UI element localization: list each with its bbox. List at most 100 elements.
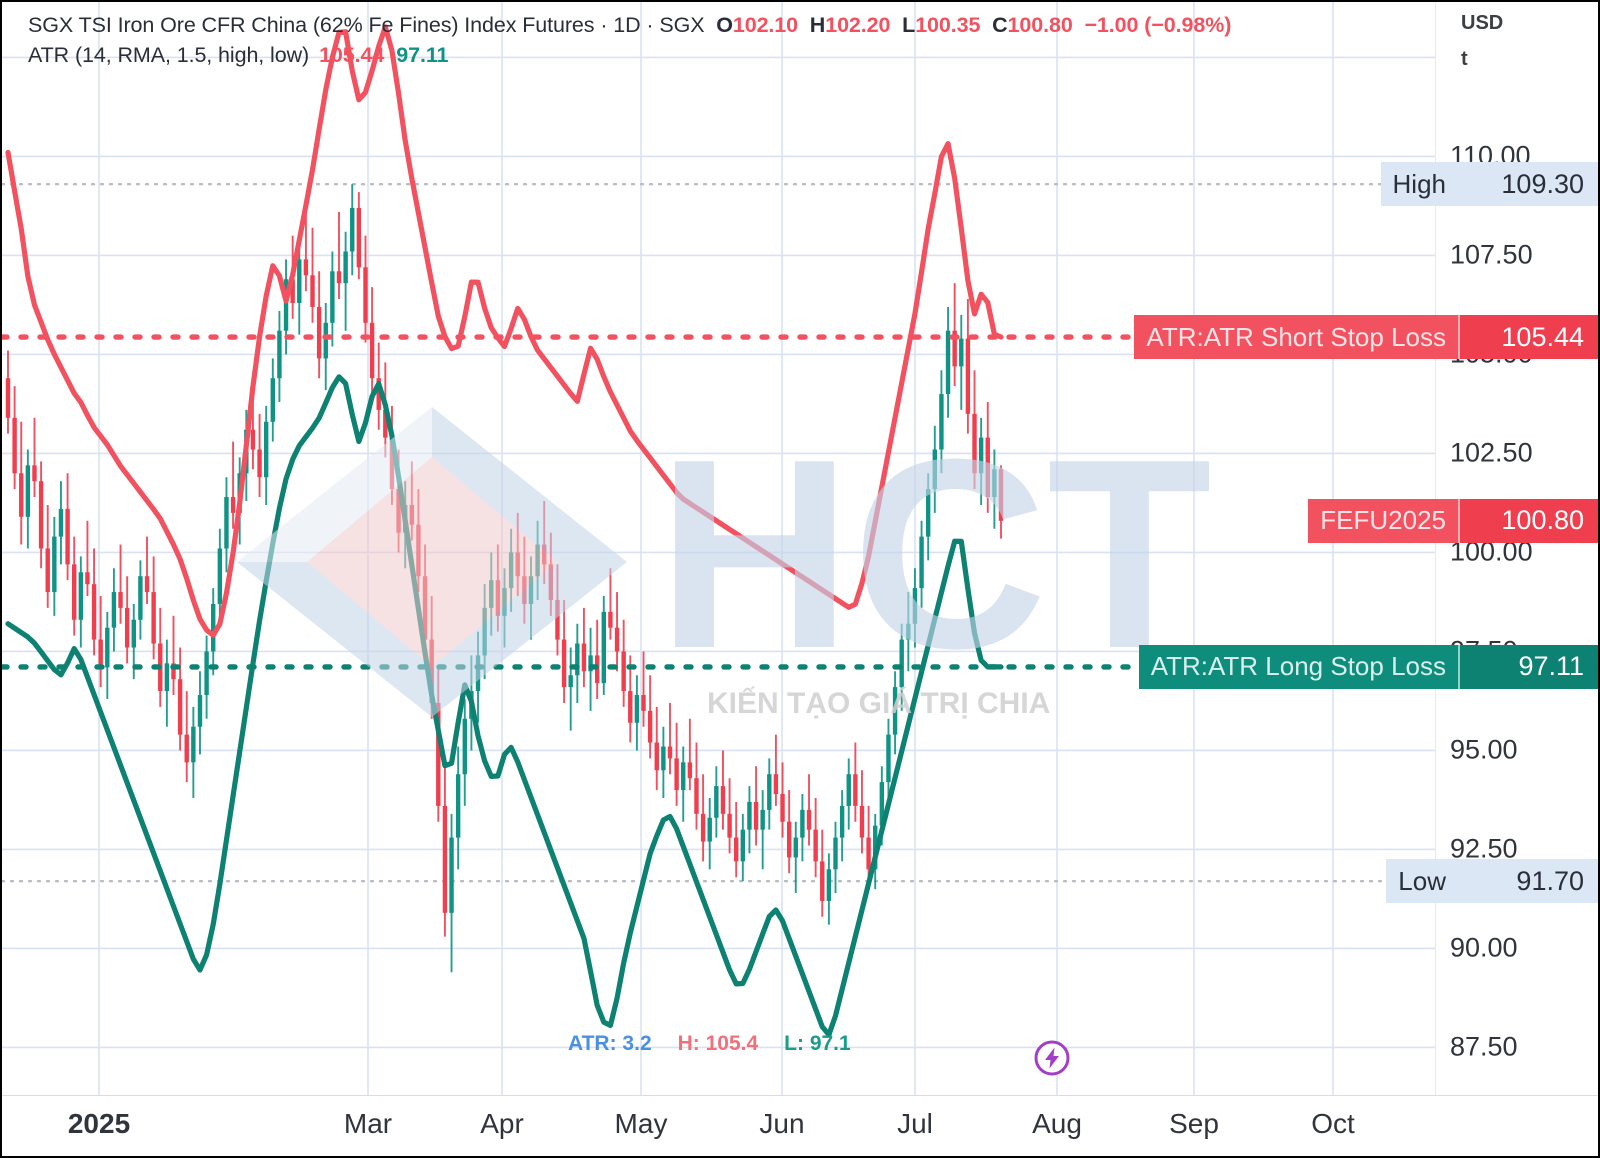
candle-body <box>224 497 229 549</box>
candle-body <box>19 473 24 517</box>
candle-body <box>250 429 256 450</box>
candle-body <box>449 837 454 913</box>
high-low-marker-lines <box>2 182 1439 883</box>
candle-body <box>462 718 467 775</box>
price-tag[interactable]: Low 91.70 <box>1386 859 1598 904</box>
candle-body <box>694 778 699 814</box>
candle-body <box>859 805 865 838</box>
candle-body <box>5 378 11 418</box>
price-tag-label: ATR:ATR Short Stop Loss <box>1134 315 1458 360</box>
price-tag-value: 105.44 <box>1458 315 1598 360</box>
atr-long-stop-loss-line <box>5 374 1004 1038</box>
price-axis-tick: 95.00 <box>1450 734 1518 765</box>
candle-body <box>641 695 646 711</box>
candle-body <box>184 734 189 763</box>
readout-atr: ATR: 3.2 <box>568 1032 652 1055</box>
candle-body <box>363 267 368 323</box>
candle-body <box>952 330 957 367</box>
candle-body <box>998 469 1004 521</box>
realtime-bolt-icon[interactable] <box>1033 1039 1071 1077</box>
candle-body <box>806 809 812 830</box>
price-axis-tick: 92.50 <box>1450 833 1518 864</box>
price-tag[interactable]: ATR:ATR Short Stop Loss 105.44 <box>1134 315 1598 360</box>
candle-body <box>528 576 534 604</box>
candle-body <box>535 544 540 577</box>
candle-body <box>555 599 560 640</box>
price-tag-value: 97.11 <box>1458 644 1598 689</box>
time-axis-tick: Jun <box>759 1108 805 1139</box>
candle-body <box>760 809 765 830</box>
time-axis[interactable]: 2025 Mar Apr May Jun Jul Aug Sep Oct <box>2 1095 1598 1156</box>
candle-body <box>124 607 130 648</box>
candle-body <box>886 734 891 783</box>
candle-body <box>833 837 838 870</box>
price-tag-label: Low <box>1386 859 1458 904</box>
candle-body <box>634 695 640 723</box>
candle-body <box>297 259 302 303</box>
candle-body <box>674 758 679 791</box>
candle-body <box>687 762 693 779</box>
candle-body <box>369 322 375 379</box>
candle-body <box>257 449 262 478</box>
candle-body <box>350 207 355 252</box>
candle-body <box>25 465 31 517</box>
candle-body <box>681 762 686 791</box>
candle-body <box>734 837 739 862</box>
candle-body <box>376 378 381 410</box>
candle-body <box>263 421 269 478</box>
candle-body <box>575 643 580 676</box>
candle-body <box>522 576 527 604</box>
candle-body <box>416 524 421 577</box>
currency-code: USD <box>1461 12 1504 34</box>
candle-body <box>303 259 309 276</box>
price-tag[interactable]: High 109.30 <box>1380 162 1598 207</box>
candle-body <box>720 786 726 814</box>
time-axis-tick: Aug <box>1032 1108 1082 1139</box>
price-tag-label: ATR:ATR Long Stop Loss <box>1138 644 1458 689</box>
time-axis-tick: May <box>614 1108 668 1139</box>
candle-body <box>197 695 203 727</box>
candle-body <box>945 330 951 395</box>
candle-body <box>667 746 673 759</box>
candle-body <box>892 687 898 735</box>
candle-body <box>38 481 44 549</box>
chart-plot-area[interactable] <box>2 2 1439 1095</box>
candle-body <box>581 643 587 672</box>
candle-body <box>621 651 626 692</box>
candle-body <box>177 679 183 735</box>
candle-body <box>654 742 659 771</box>
candle-body <box>846 774 851 806</box>
candle-body <box>283 279 289 331</box>
candle-body <box>800 809 805 838</box>
price-tag[interactable]: ATR:ATR Long Stop Loss 97.11 <box>1138 644 1598 689</box>
candle-body <box>343 251 348 284</box>
price-axis-tick: 107.50 <box>1450 239 1533 270</box>
candle-body <box>230 497 236 513</box>
candle-body <box>661 746 666 771</box>
candle-body <box>72 564 77 620</box>
candle-body <box>780 794 785 822</box>
candle-body <box>356 207 362 268</box>
candle-body <box>204 651 209 696</box>
price-tag[interactable]: FEFU2025 100.80 <box>1308 498 1598 543</box>
price-tag-value: 91.70 <box>1458 859 1598 904</box>
price-axis-tick: 87.50 <box>1450 1031 1518 1062</box>
candle-body <box>965 338 971 414</box>
candle-body <box>323 322 328 359</box>
candle-body <box>330 271 335 323</box>
candle-body <box>608 611 613 628</box>
candle-body <box>972 413 977 474</box>
candle-body <box>707 817 712 842</box>
candle-body <box>65 508 70 565</box>
candle-body <box>482 607 487 656</box>
candle-body <box>85 572 90 585</box>
candle-body <box>217 548 223 604</box>
candle-body <box>91 584 97 640</box>
candle-body <box>98 639 103 668</box>
time-axis-tick: Oct <box>1311 1108 1355 1139</box>
price-tag-value: 100.80 <box>1458 498 1598 543</box>
candle-body <box>747 801 752 830</box>
candle-body <box>628 691 633 723</box>
candle-body <box>601 611 606 684</box>
candle-body <box>767 774 772 810</box>
